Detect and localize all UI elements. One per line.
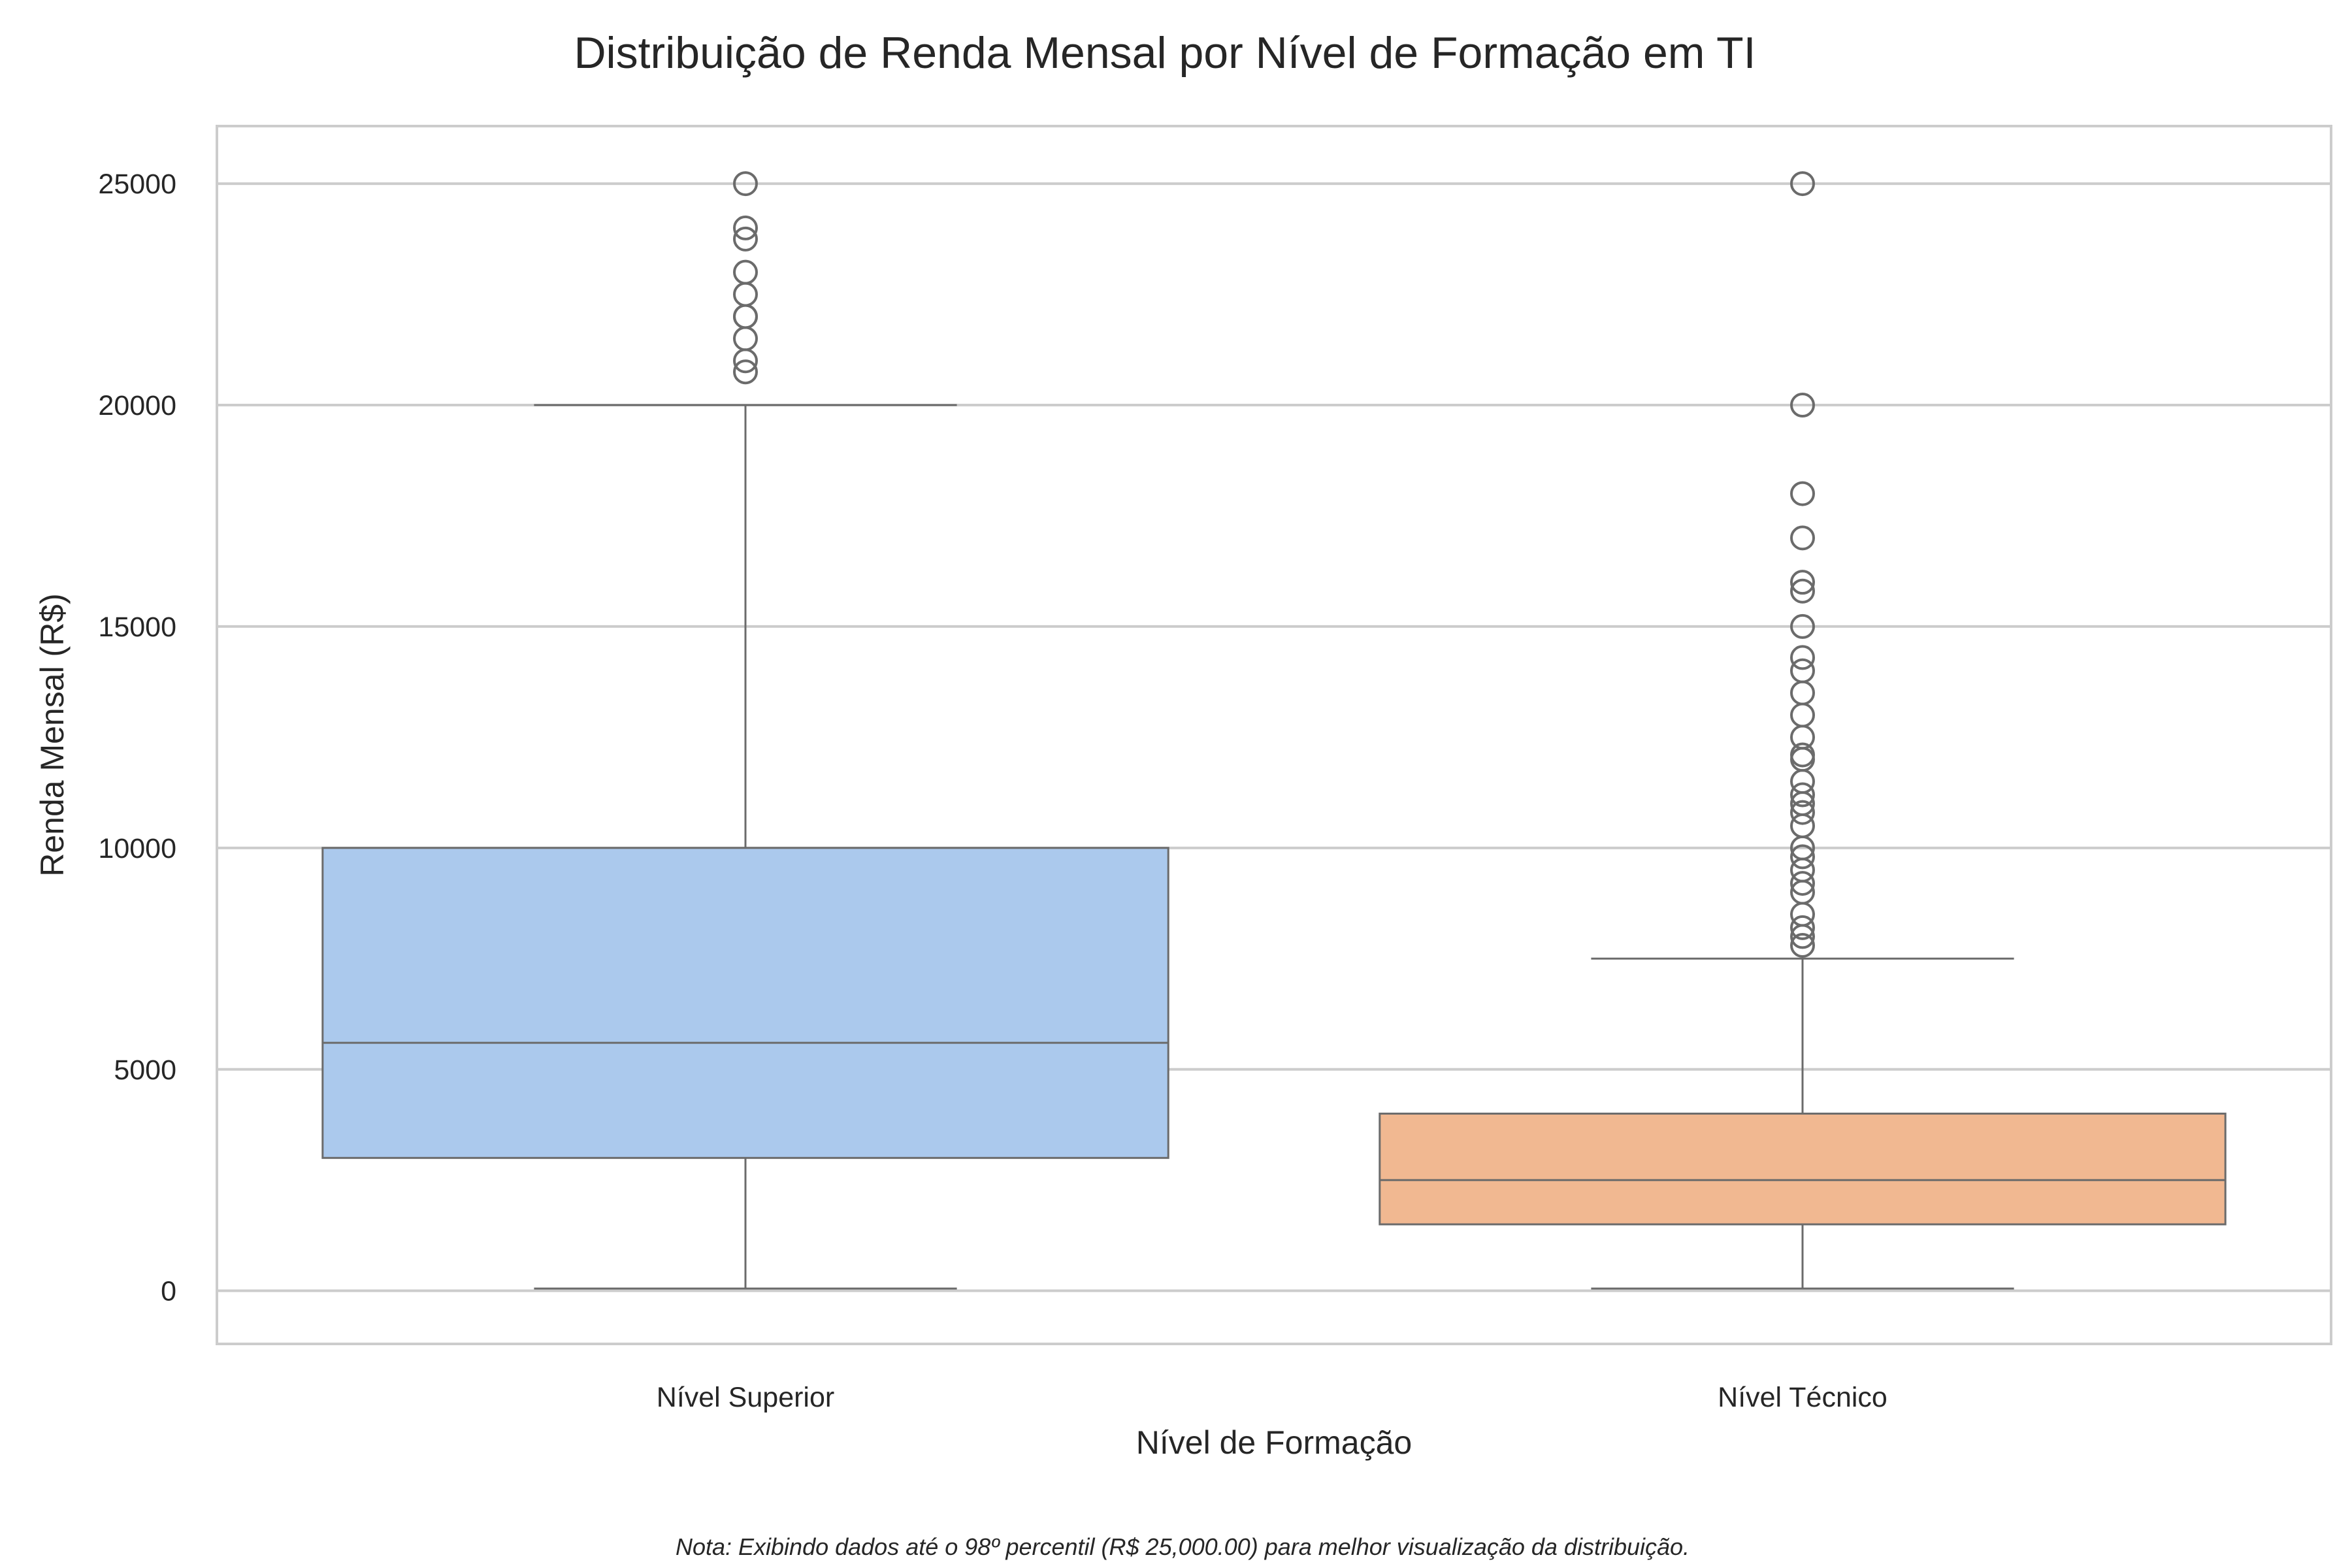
outlier-point (1790, 658, 1815, 683)
outlier-point (733, 359, 758, 385)
outlier-point (1790, 613, 1815, 639)
outlier-point (733, 171, 758, 197)
chart-title: Distribuição de Renda Mensal por Nível d… (574, 28, 1756, 78)
outlier-point (1790, 393, 1815, 418)
y-tick-label: 20000 (98, 390, 176, 421)
plot-frame (216, 125, 2332, 1345)
outlier-point (733, 282, 758, 307)
outlier-point (1790, 844, 1815, 870)
y-tick-label: 25000 (98, 169, 176, 200)
box-iqr (321, 847, 1169, 1159)
outlier-point (1790, 915, 1815, 940)
outlier-point (733, 226, 758, 252)
outlier-point (1790, 902, 1815, 927)
y-tick-label: 0 (161, 1276, 176, 1307)
y-axis-label: Renda Mensal (R$) (34, 593, 71, 877)
outlier-point (1790, 525, 1815, 551)
y-tick-label: 5000 (114, 1054, 176, 1086)
y-tick-label: 15000 (98, 612, 176, 643)
outlier-point (733, 304, 758, 329)
outlier-point (733, 215, 758, 240)
outlier-point (1790, 813, 1815, 838)
outlier-point (1790, 800, 1815, 825)
y-tick-label: 10000 (98, 833, 176, 864)
outlier-point (1790, 857, 1815, 883)
outlier-point (1790, 702, 1815, 728)
outlier-point (1790, 645, 1815, 670)
box-group (321, 171, 1169, 1290)
x-tick-labels: Nível Superior Nível Técnico (657, 1382, 1887, 1413)
outlier-point (1790, 578, 1815, 604)
box-iqr (1379, 1113, 2227, 1226)
x-axis-label: Nível de Formação (1136, 1424, 1412, 1461)
chart-note: Nota: Exibindo dados até o 98º percentil… (676, 1533, 1690, 1560)
outlier-point (733, 326, 758, 351)
outlier-point (1790, 742, 1815, 768)
outlier-point (1790, 782, 1815, 808)
outlier-point (1790, 171, 1815, 197)
outlier-point (733, 259, 758, 285)
box-group (1379, 171, 2227, 1290)
outlier-point (1790, 769, 1815, 794)
outlier-point (1790, 481, 1815, 506)
x-tick-label: Nível Superior (657, 1382, 834, 1413)
x-tick-label: Nível Técnico (1718, 1382, 1887, 1413)
outlier-point (1790, 680, 1815, 706)
y-tick-labels: 0 5000 10000 15000 20000 25000 (98, 169, 176, 1307)
box-layer (321, 171, 2227, 1290)
outlier-point (1790, 932, 1815, 958)
outlier-point (1790, 871, 1815, 896)
outlier-point (1790, 570, 1815, 595)
